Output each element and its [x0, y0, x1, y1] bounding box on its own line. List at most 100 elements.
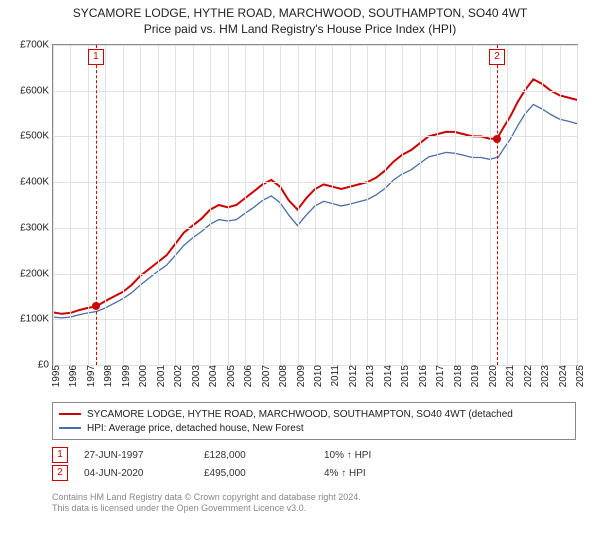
event-row: 1 27-JUN-1997£128,00010% ↑ HPI: [52, 446, 444, 464]
x-tick-label: 2008: [276, 365, 289, 387]
grid-v: [367, 45, 368, 365]
event-price: £128,000: [204, 450, 324, 461]
y-tick-label: £100K: [20, 314, 53, 325]
event-row: 2 04-JUN-2020£495,0004% ↑ HPI: [52, 464, 444, 482]
y-tick-label: £500K: [20, 131, 53, 142]
grid-v: [385, 45, 386, 365]
y-tick-label: £600K: [20, 85, 53, 96]
x-tick-label: 2023: [538, 365, 551, 387]
legend-label: SYCAMORE LODGE, HYTHE ROAD, MARCHWOOD, S…: [87, 409, 513, 420]
grid-v: [123, 45, 124, 365]
x-tick-label: 2011: [328, 365, 341, 387]
grid-v: [490, 45, 491, 365]
event-dot: [92, 302, 100, 310]
grid-v: [402, 45, 403, 365]
legend-row: HPI: Average price, detached house, New …: [59, 421, 569, 435]
y-tick-label: £400K: [20, 177, 53, 188]
event-price: £495,000: [204, 468, 324, 479]
x-tick-label: 2024: [556, 365, 569, 387]
event-dot: [493, 135, 501, 143]
y-tick-label: £200K: [20, 268, 53, 279]
titles: SYCAMORE LODGE, HYTHE ROAD, MARCHWOOD, S…: [0, 0, 600, 41]
x-tick-label: 1997: [84, 365, 97, 387]
event-table: 1 27-JUN-1997£128,00010% ↑ HPI 2 04-JUN-202…: [52, 446, 444, 482]
y-tick-label: £700K: [20, 40, 53, 51]
event-vline: [497, 45, 498, 365]
x-tick-label: 2020: [486, 365, 499, 387]
x-tick-label: 1999: [119, 365, 132, 387]
x-tick-label: 2012: [346, 365, 359, 387]
x-tick-label: 1998: [101, 365, 114, 387]
grid-v: [53, 45, 54, 365]
grid-v: [88, 45, 89, 365]
title-line-2: Price paid vs. HM Land Registry's House …: [0, 22, 600, 38]
x-tick-label: 2022: [521, 365, 534, 387]
x-tick-label: 2010: [311, 365, 324, 387]
x-tick-label: 2003: [189, 365, 202, 387]
footnote-line-2: This data is licensed under the Open Gov…: [52, 503, 361, 514]
grid-v: [175, 45, 176, 365]
title-line-1: SYCAMORE LODGE, HYTHE ROAD, MARCHWOOD, S…: [0, 6, 600, 22]
x-tick-label: 2005: [224, 365, 237, 387]
event-pct: 10% ↑ HPI: [324, 450, 444, 461]
grid-v: [560, 45, 561, 365]
event-date: 04-JUN-2020: [84, 468, 204, 479]
x-tick-label: 2021: [503, 365, 516, 387]
grid-v: [70, 45, 71, 365]
x-tick-label: 2002: [171, 365, 184, 387]
grid-v: [350, 45, 351, 365]
grid-v: [542, 45, 543, 365]
x-tick-label: 2006: [241, 365, 254, 387]
grid-v: [228, 45, 229, 365]
x-tick-label: 2025: [573, 365, 586, 387]
x-tick-label: 2004: [206, 365, 219, 387]
legend: SYCAMORE LODGE, HYTHE ROAD, MARCHWOOD, S…: [52, 402, 576, 440]
grid-v: [507, 45, 508, 365]
x-tick-label: 1996: [66, 365, 79, 387]
x-tick-label: 2007: [259, 365, 272, 387]
grid-v: [315, 45, 316, 365]
legend-swatch: [59, 427, 81, 429]
event-index: 2: [52, 465, 68, 481]
legend-label: HPI: Average price, detached house, New …: [87, 423, 304, 434]
grid-v: [193, 45, 194, 365]
grid-v: [420, 45, 421, 365]
grid-v: [437, 45, 438, 365]
x-tick-label: 2000: [136, 365, 149, 387]
grid-v: [455, 45, 456, 365]
event-badge: 1: [88, 49, 104, 65]
grid-v: [263, 45, 264, 365]
event-badge: 2: [489, 49, 505, 65]
grid-v: [245, 45, 246, 365]
x-tick-label: 2015: [398, 365, 411, 387]
grid-v: [210, 45, 211, 365]
x-tick-label: 2016: [416, 365, 429, 387]
grid-v: [158, 45, 159, 365]
event-index: 1: [52, 447, 68, 463]
footnote: Contains HM Land Registry data © Crown c…: [52, 492, 361, 515]
chart-container: SYCAMORE LODGE, HYTHE ROAD, MARCHWOOD, S…: [0, 0, 600, 560]
grid-v: [332, 45, 333, 365]
legend-swatch: [59, 413, 81, 415]
grid-v: [472, 45, 473, 365]
event-pct: 4% ↑ HPI: [324, 468, 444, 479]
event-vline: [96, 45, 97, 365]
grid-v: [140, 45, 141, 365]
grid-v: [525, 45, 526, 365]
y-tick-label: £300K: [20, 222, 53, 233]
x-tick-label: 2009: [294, 365, 307, 387]
grid-v: [105, 45, 106, 365]
footnote-line-1: Contains HM Land Registry data © Crown c…: [52, 492, 361, 503]
x-tick-label: 1995: [49, 365, 62, 387]
x-tick-label: 2001: [154, 365, 167, 387]
legend-row: SYCAMORE LODGE, HYTHE ROAD, MARCHWOOD, S…: [59, 407, 569, 421]
x-tick-label: 2014: [381, 365, 394, 387]
x-tick-label: 2018: [451, 365, 464, 387]
chart-plot-area: £0£100K£200K£300K£400K£500K£600K£700K199…: [52, 44, 578, 366]
event-date: 27-JUN-1997: [84, 450, 204, 461]
grid-v: [298, 45, 299, 365]
x-tick-label: 2019: [468, 365, 481, 387]
x-tick-label: 2013: [363, 365, 376, 387]
x-tick-label: 2017: [433, 365, 446, 387]
grid-v: [280, 45, 281, 365]
